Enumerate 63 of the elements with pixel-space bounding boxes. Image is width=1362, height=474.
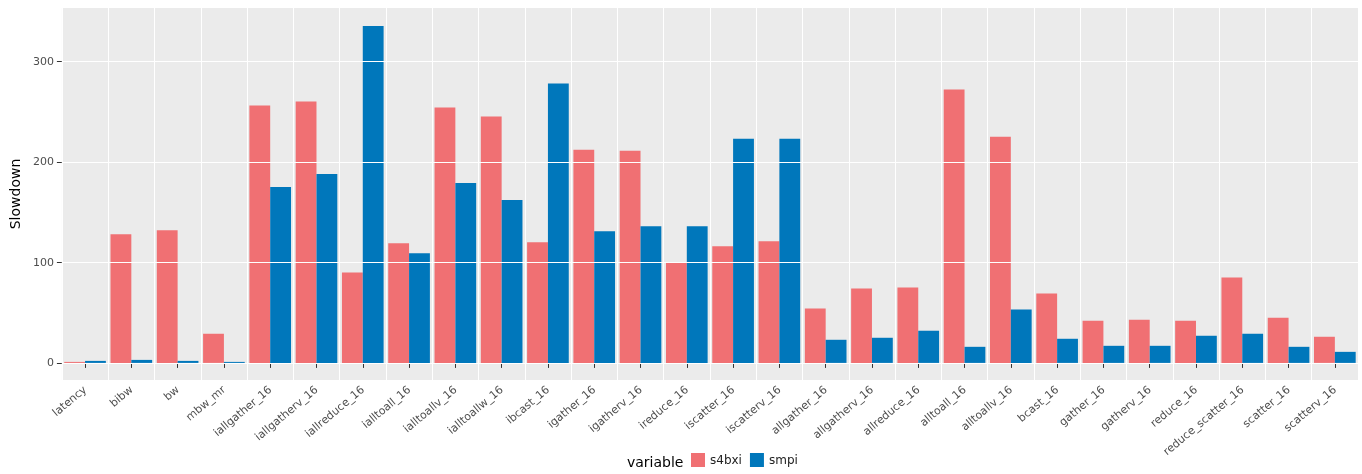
bar	[249, 105, 271, 363]
bar	[156, 230, 178, 363]
bar	[733, 138, 754, 363]
bar	[990, 136, 1011, 363]
bar	[270, 186, 292, 363]
bar	[434, 107, 456, 363]
bar	[455, 182, 477, 363]
y-tick-label: 200	[32, 155, 54, 169]
bar	[177, 360, 199, 363]
bar	[804, 308, 826, 363]
bar	[341, 272, 363, 363]
bar	[547, 83, 569, 363]
bar	[686, 226, 708, 363]
bar	[573, 149, 595, 363]
bar	[85, 360, 106, 363]
bar	[1195, 335, 1217, 363]
bar	[943, 89, 965, 363]
y-tick-label: 100	[32, 255, 54, 269]
bar	[1010, 309, 1032, 363]
bar	[362, 26, 384, 363]
bar	[1242, 333, 1264, 363]
bar	[1175, 320, 1196, 363]
bar	[758, 241, 780, 363]
legend-label: smpi	[768, 453, 798, 467]
x-tick-label: bw	[161, 383, 182, 404]
bar	[131, 359, 153, 363]
bar	[871, 337, 893, 363]
bar	[851, 288, 872, 363]
bar	[501, 200, 523, 363]
bar	[964, 346, 986, 363]
y-tick-label: 300	[32, 54, 54, 68]
bar	[640, 226, 662, 363]
bar	[388, 243, 410, 363]
legend-label: s4bxi	[710, 453, 742, 467]
y-axis-title: Slowdown	[7, 158, 23, 230]
bar	[897, 287, 919, 363]
bar	[1267, 317, 1289, 363]
bar	[295, 101, 317, 363]
bar	[409, 253, 430, 363]
bar	[1221, 277, 1243, 363]
bar	[527, 242, 548, 363]
bar	[1288, 346, 1310, 363]
y-tick-label: 0	[46, 356, 54, 370]
bar	[594, 231, 616, 363]
bar	[619, 150, 641, 363]
bar	[1128, 319, 1150, 363]
bar	[825, 339, 847, 363]
bar	[1103, 345, 1125, 363]
bar	[779, 138, 801, 363]
bar	[665, 262, 687, 363]
bar	[712, 246, 734, 363]
bar	[110, 234, 132, 363]
bar	[1036, 293, 1058, 363]
bar	[1314, 336, 1335, 363]
bar	[1334, 351, 1356, 363]
bar	[1057, 338, 1078, 363]
bar	[1149, 345, 1171, 363]
bar	[480, 116, 502, 363]
bar	[918, 330, 940, 363]
bar	[1082, 320, 1104, 363]
bar	[316, 173, 338, 363]
bar	[203, 333, 224, 363]
legend-title: variable	[627, 454, 684, 470]
